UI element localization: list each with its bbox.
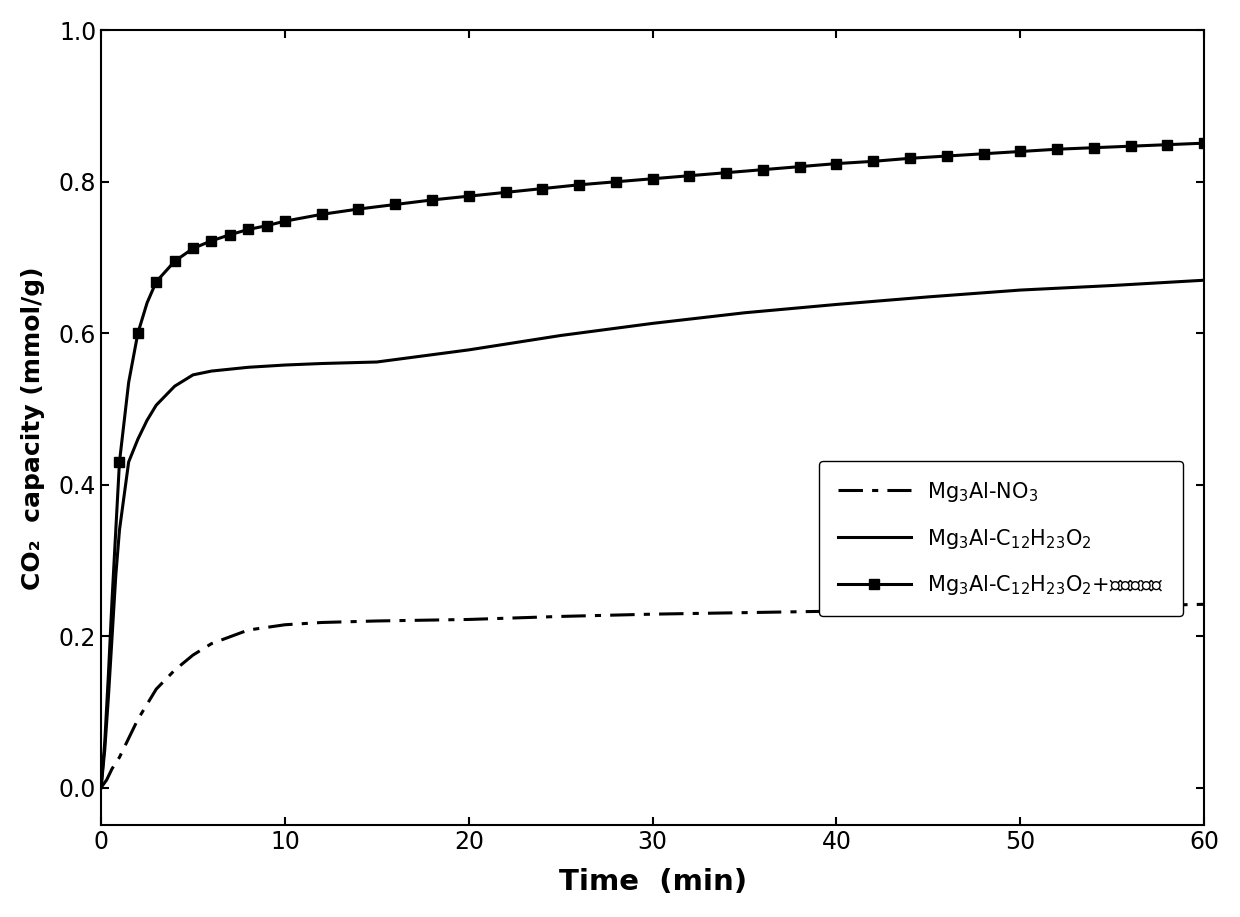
- X-axis label: Time  (min): Time (min): [558, 868, 746, 896]
- Y-axis label: CO₂  capacity (mmol/g): CO₂ capacity (mmol/g): [21, 266, 45, 590]
- Legend: Mg$_3$Al-NO$_3$, Mg$_3$Al-C$_{12}$H$_{23}$O$_2$, Mg$_3$Al-C$_{12}$H$_{23}$O$_2$+: Mg$_3$Al-NO$_3$, Mg$_3$Al-C$_{12}$H$_{23…: [818, 461, 1183, 616]
